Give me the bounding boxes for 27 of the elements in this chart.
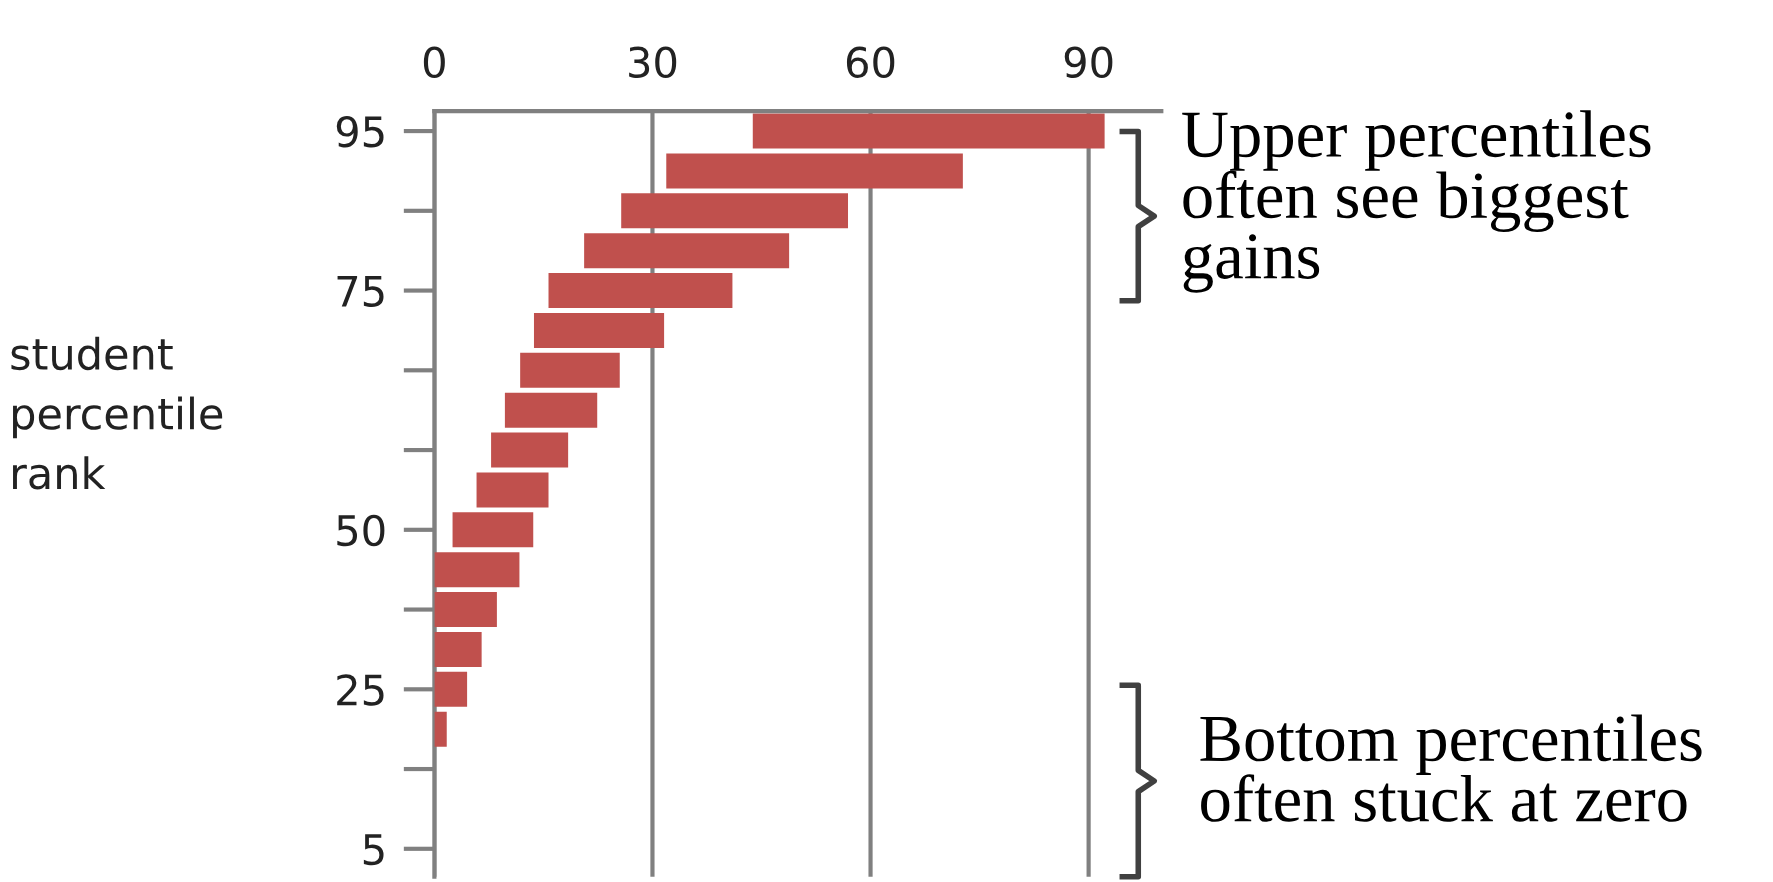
bar (584, 233, 790, 269)
bar (491, 432, 569, 468)
y-tick-label: 75 (337, 276, 384, 307)
x-tick-label: 60 (846, 46, 895, 79)
y-axis-title: student percentile rank (11, 336, 223, 490)
bar (666, 153, 963, 189)
text: Upper percentiles often see biggest gains (1182, 110, 1651, 293)
bar (621, 193, 849, 229)
bar (434, 671, 468, 707)
bar (434, 711, 447, 747)
bar (452, 512, 534, 548)
bar (520, 352, 620, 388)
x-tick-label: 0 (423, 46, 445, 79)
y-tick-label: 5 (363, 834, 384, 866)
bar (548, 273, 733, 309)
y-tick-label: 50 (337, 514, 385, 547)
bar (476, 472, 549, 508)
bar (434, 552, 520, 588)
bar (533, 312, 665, 348)
x-tick-label: 30 (629, 46, 677, 79)
x-tick-label: 90 (1064, 46, 1113, 79)
text: Bottom percentiles often stuck at zero (1200, 714, 1702, 822)
bar (434, 592, 497, 628)
bar (504, 392, 598, 428)
bar (434, 631, 482, 667)
y-tick-label: 25 (337, 674, 384, 706)
y-tick-label: 95 (336, 115, 384, 148)
